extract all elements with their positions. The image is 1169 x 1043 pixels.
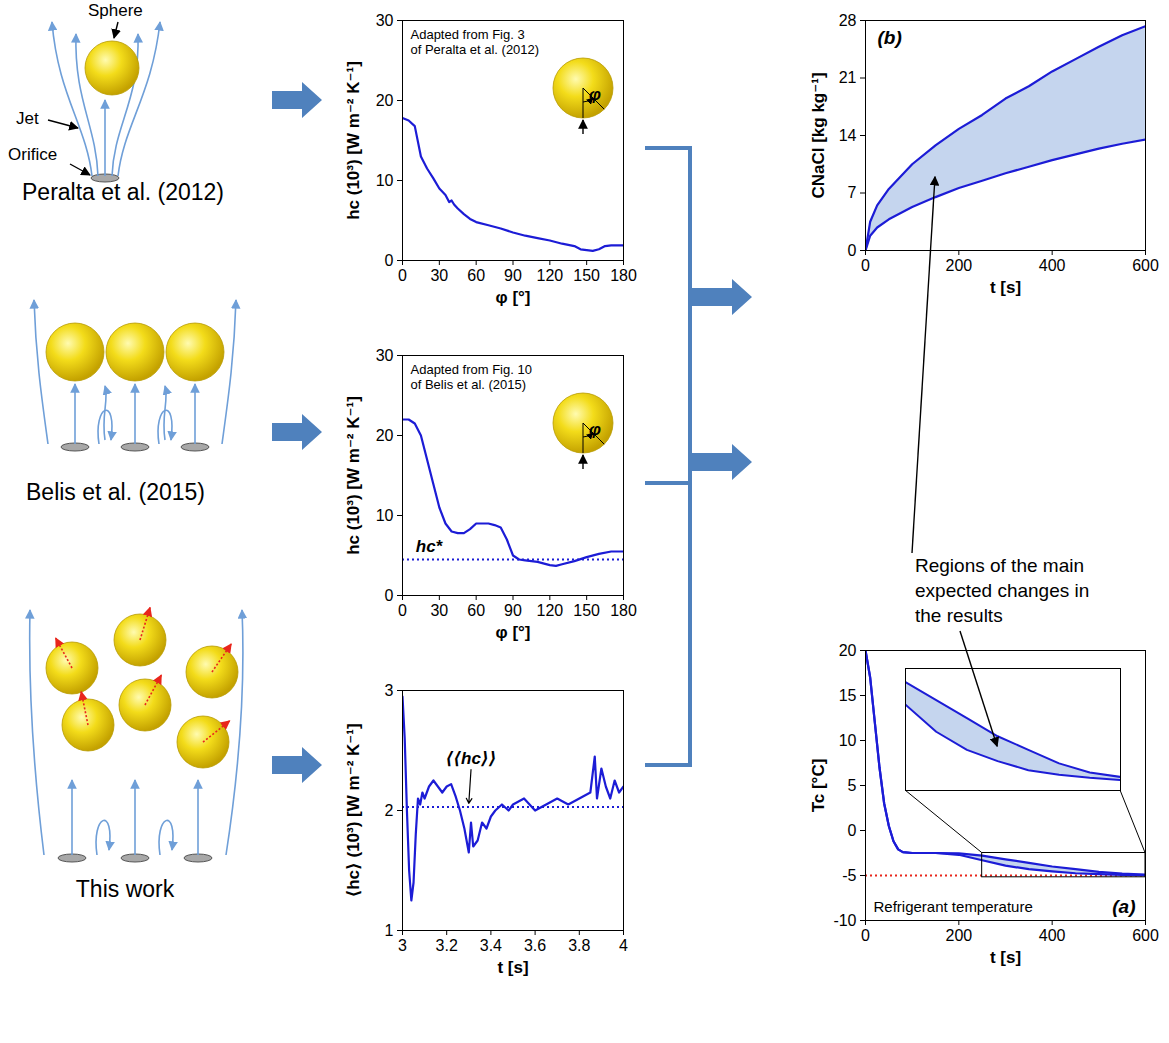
svg-text:Sphere: Sphere [88, 1, 143, 20]
svg-text:180: 180 [610, 602, 637, 619]
svg-text:(b): (b) [878, 27, 902, 48]
svg-text:Regions of the main: Regions of the main [915, 555, 1084, 576]
svg-text:5: 5 [848, 777, 857, 794]
svg-text:φ [°]: φ [°] [495, 623, 530, 642]
svg-text:φ: φ [589, 85, 601, 104]
svg-text:0: 0 [385, 587, 394, 604]
svg-text:0: 0 [861, 257, 870, 274]
svg-text:20: 20 [839, 642, 857, 659]
svg-text:Adapted from Fig. 3of Peralta: Adapted from Fig. 3of Peralta et al. (20… [411, 27, 540, 58]
svg-text:Peralta et al. (2012): Peralta et al. (2012) [22, 179, 224, 205]
svg-text:90: 90 [504, 602, 522, 619]
svg-text:Refrigerant temperature: Refrigerant temperature [874, 898, 1033, 915]
svg-text:(a): (a) [1112, 896, 1135, 917]
svg-text:3.4: 3.4 [480, 937, 502, 954]
svg-text:Belis et al. (2015): Belis et al. (2015) [26, 479, 205, 505]
svg-text:0: 0 [398, 267, 407, 284]
svg-text:Jet: Jet [16, 109, 39, 128]
svg-text:hc (10³) [W m⁻² K⁻¹]: hc (10³) [W m⁻² K⁻¹] [344, 61, 363, 220]
svg-text:hc*: hc* [416, 537, 444, 556]
svg-text:0: 0 [385, 252, 394, 269]
svg-text:90: 90 [504, 267, 522, 284]
svg-text:Adapted from Fig. 10of Belis e: Adapted from Fig. 10of Belis et al. (201… [411, 362, 532, 393]
svg-text:⟨hc⟩ (10³) [W m⁻² K⁻¹]: ⟨hc⟩ (10³) [W m⁻² K⁻¹] [344, 723, 363, 897]
svg-text:30: 30 [430, 267, 448, 284]
svg-text:400: 400 [1039, 257, 1066, 274]
svg-text:This work: This work [76, 876, 175, 902]
svg-text:7: 7 [848, 184, 857, 201]
svg-text:4: 4 [619, 937, 628, 954]
svg-text:0: 0 [861, 927, 870, 944]
svg-text:t [s]: t [s] [497, 958, 528, 977]
svg-text:10: 10 [839, 732, 857, 749]
svg-text:0: 0 [848, 822, 857, 839]
svg-text:120: 120 [536, 267, 563, 284]
svg-text:400: 400 [1039, 927, 1066, 944]
svg-text:2: 2 [385, 802, 394, 819]
svg-text:-5: -5 [842, 867, 856, 884]
svg-text:3.8: 3.8 [568, 937, 590, 954]
svg-text:CNaCl [kg kg⁻¹]: CNaCl [kg kg⁻¹] [809, 72, 828, 198]
svg-text:3: 3 [385, 682, 394, 699]
svg-text:20: 20 [376, 92, 394, 109]
svg-text:200: 200 [945, 257, 972, 274]
svg-text:t [s]: t [s] [990, 278, 1021, 297]
svg-text:expected changes in: expected changes in [915, 580, 1089, 601]
svg-text:28: 28 [839, 12, 857, 29]
svg-text:⟨⟨hc⟩⟩: ⟨⟨hc⟩⟩ [446, 749, 497, 768]
svg-text:10: 10 [376, 172, 394, 189]
svg-text:-10: -10 [833, 912, 856, 929]
svg-text:150: 150 [573, 267, 600, 284]
svg-text:3: 3 [398, 937, 407, 954]
svg-text:60: 60 [467, 602, 485, 619]
svg-text:10: 10 [376, 507, 394, 524]
svg-text:120: 120 [536, 602, 563, 619]
svg-text:Orifice: Orifice [8, 145, 57, 164]
svg-text:180: 180 [610, 267, 637, 284]
svg-text:30: 30 [376, 12, 394, 29]
svg-text:Tc [°C]: Tc [°C] [809, 759, 828, 813]
svg-text:60: 60 [467, 267, 485, 284]
svg-text:150: 150 [573, 602, 600, 619]
svg-text:hc (10³) [W m⁻² K⁻¹]: hc (10³) [W m⁻² K⁻¹] [344, 396, 363, 555]
svg-text:the results: the results [915, 605, 1003, 626]
svg-text:15: 15 [839, 687, 857, 704]
svg-text:3.2: 3.2 [436, 937, 458, 954]
svg-text:0: 0 [398, 602, 407, 619]
svg-text:600: 600 [1132, 257, 1159, 274]
svg-text:21: 21 [839, 69, 857, 86]
svg-text:φ [°]: φ [°] [495, 288, 530, 307]
svg-text:14: 14 [839, 127, 857, 144]
svg-text:1: 1 [385, 922, 394, 939]
svg-text:20: 20 [376, 427, 394, 444]
svg-text:3.6: 3.6 [524, 937, 546, 954]
svg-text:φ: φ [589, 420, 601, 439]
svg-text:30: 30 [376, 347, 394, 364]
svg-text:0: 0 [848, 242, 857, 259]
svg-text:30: 30 [430, 602, 448, 619]
svg-text:t [s]: t [s] [990, 948, 1021, 967]
svg-text:600: 600 [1132, 927, 1159, 944]
svg-text:200: 200 [945, 927, 972, 944]
